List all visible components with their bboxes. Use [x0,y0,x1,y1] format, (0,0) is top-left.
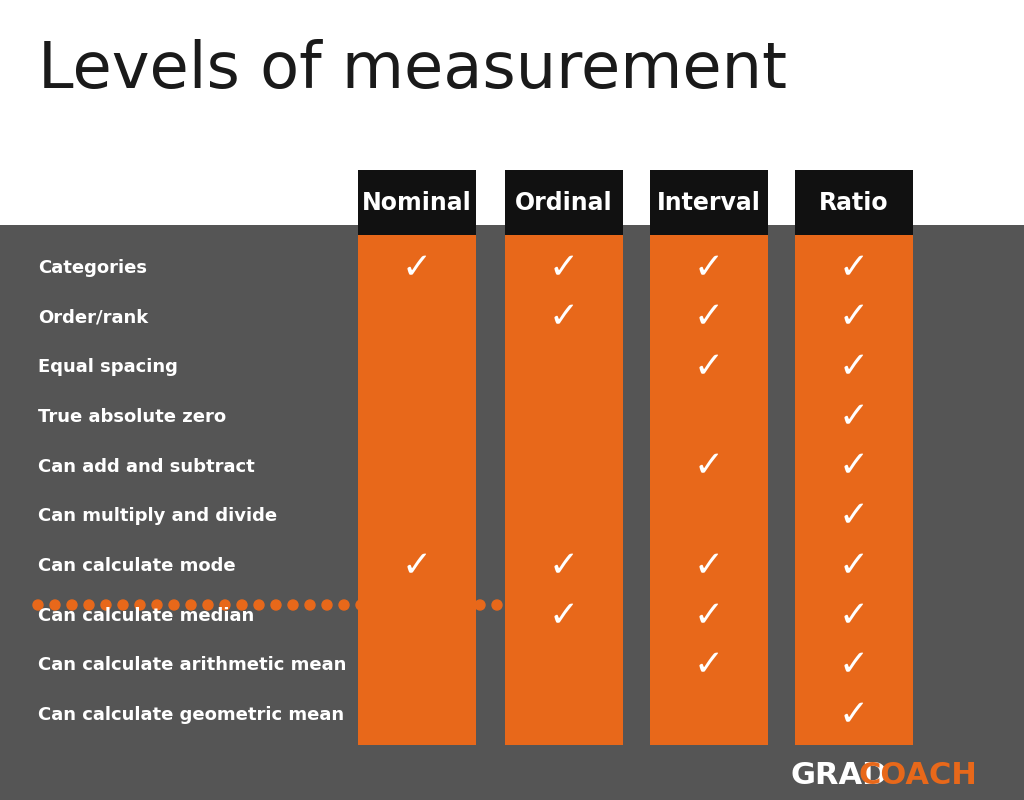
Text: ✓: ✓ [401,251,432,285]
Bar [650,235,768,745]
Text: ✓: ✓ [694,350,724,384]
Text: ✓: ✓ [549,598,580,633]
Circle shape [101,600,111,610]
Circle shape [356,600,366,610]
Text: COACH: COACH [858,761,977,790]
Circle shape [186,600,196,610]
Bar [505,170,623,235]
Text: ✓: ✓ [401,549,432,583]
Circle shape [169,600,179,610]
Text: ✓: ✓ [839,251,869,285]
Circle shape [220,600,230,610]
Text: Levels of measurement: Levels of measurement [38,39,787,101]
Circle shape [135,600,145,610]
Bar [0,225,1024,800]
Text: Can add and subtract: Can add and subtract [38,458,255,476]
Bar [650,170,768,235]
Text: ✓: ✓ [839,450,869,484]
Circle shape [237,600,247,610]
Circle shape [67,600,77,610]
Text: ✓: ✓ [839,549,869,583]
Circle shape [322,600,332,610]
Circle shape [254,600,264,610]
Circle shape [475,600,485,610]
Bar [358,235,476,745]
Bar [795,170,913,235]
Circle shape [339,600,349,610]
Text: ✓: ✓ [694,549,724,583]
Text: Interval: Interval [657,190,761,214]
Text: Ratio: Ratio [819,190,889,214]
Circle shape [118,600,128,610]
Circle shape [373,600,383,610]
Text: ✓: ✓ [839,400,869,434]
Text: ✓: ✓ [839,350,869,384]
Circle shape [203,600,213,610]
Circle shape [458,600,468,610]
Text: ✓: ✓ [839,301,869,334]
Text: Can calculate geometric mean: Can calculate geometric mean [38,706,344,724]
Text: ✓: ✓ [839,698,869,732]
Text: ✓: ✓ [694,450,724,484]
Circle shape [152,600,162,610]
Text: ✓: ✓ [694,251,724,285]
Circle shape [441,600,451,610]
Text: Equal spacing: Equal spacing [38,358,178,376]
Text: Categories: Categories [38,259,147,277]
Text: Ordinal: Ordinal [515,190,612,214]
Text: Nominal: Nominal [362,190,472,214]
Text: Can calculate arithmetic mean: Can calculate arithmetic mean [38,657,346,674]
Circle shape [424,600,434,610]
Text: ✓: ✓ [694,649,724,682]
Text: Can multiply and divide: Can multiply and divide [38,507,278,526]
Text: Can calculate mode: Can calculate mode [38,557,236,575]
Circle shape [390,600,400,610]
Circle shape [509,600,519,610]
Circle shape [407,600,417,610]
Bar [505,235,623,745]
Bar [358,170,476,235]
Circle shape [526,600,536,610]
Text: ✓: ✓ [549,301,580,334]
Circle shape [305,600,315,610]
Text: True absolute zero: True absolute zero [38,408,226,426]
Text: ✓: ✓ [549,549,580,583]
Bar [795,235,913,745]
Text: ✓: ✓ [839,499,869,534]
Circle shape [84,600,94,610]
Circle shape [492,600,502,610]
Circle shape [50,600,60,610]
Text: ✓: ✓ [549,251,580,285]
Text: ✓: ✓ [694,598,724,633]
Text: GRAD: GRAD [790,761,888,790]
Text: Can calculate median: Can calculate median [38,606,254,625]
Circle shape [288,600,298,610]
Text: Order/rank: Order/rank [38,309,148,326]
Circle shape [271,600,281,610]
Text: ✓: ✓ [694,301,724,334]
Text: ✓: ✓ [839,649,869,682]
Circle shape [33,600,43,610]
Text: ✓: ✓ [839,598,869,633]
Bar [0,0,1024,225]
